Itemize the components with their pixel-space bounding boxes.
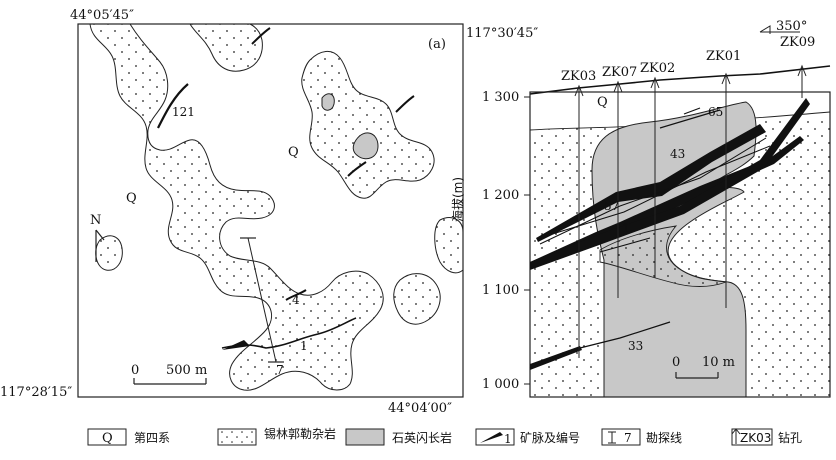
section-vein-label-1: 1 (622, 221, 630, 235)
north-label: N (90, 213, 101, 228)
borehole-zk07 (613, 80, 623, 298)
map-section-line-label: 7 (276, 363, 284, 377)
legend-swatch-complex (217, 428, 257, 446)
north-arrow-head (95, 229, 105, 241)
map-vein-4 (285, 289, 307, 301)
section-vein-label-65: 65 (708, 105, 723, 119)
section-ytick-label-1100: 1 100 (482, 283, 519, 298)
legend-borehole-icon (731, 428, 741, 444)
legend-label-complex-text: 锡林郭勒杂岩 (264, 426, 336, 441)
section-vein-small-mid (599, 237, 651, 253)
section-vein-small-upper (683, 107, 701, 115)
map-vein-121 (157, 83, 189, 129)
legend-swatch-section-line (601, 428, 641, 446)
map-scale-distance: 500 m (166, 363, 207, 378)
legend-label-section-line: 勘探线 (646, 431, 682, 445)
map-quartz-diorite-1 (352, 132, 379, 160)
map-vein-label-4: 4 (292, 293, 300, 307)
map-vein-east-2 (347, 161, 367, 177)
legend-symbol-vein: 1 (504, 432, 512, 446)
legend-symbol-q: Q (102, 431, 113, 446)
section-vein-thin-2 (545, 145, 771, 237)
borehole-zk01 (721, 72, 731, 308)
borehole-zk02 (650, 76, 660, 278)
azimuth-label: 350° (776, 19, 807, 34)
map-vein-1-thick (222, 340, 250, 350)
map-corner-top-left: 44°05′45″ (70, 8, 134, 23)
map-complex-rock-northeast (189, 23, 263, 72)
section-vein-43 (536, 124, 766, 242)
geologic-map: 44°05′45″ 117°30′45″ 117°28′15″ 44°04′00… (0, 8, 538, 416)
map-complex-rock-southeast (393, 273, 441, 325)
map-corner-top-right: 117°30′45″ (466, 26, 538, 41)
section-ytick-label-1200: 1 200 (482, 188, 519, 203)
section-vein-label-33: 33 (628, 339, 643, 353)
section-unit-q: Q (597, 95, 608, 110)
legend-label-vein: 矿脉及编号 (520, 430, 580, 445)
map-complex-rock-east (301, 51, 435, 199)
legend-label-borehole: 钻孔 (778, 430, 802, 445)
map-unit-label-q-east: Q (288, 145, 299, 160)
map-scale-zero: 0 (131, 363, 139, 378)
map-panel-label: (a) (428, 37, 446, 52)
legend-label-quaternary: 第四系 (134, 431, 170, 445)
legend-symbol-section-line: 7 (624, 431, 632, 445)
legend-section-line-icon (608, 431, 616, 444)
section-y-axis-label: 海拔(m) (450, 177, 465, 222)
borehole-label-zk02: ZK02 (640, 61, 675, 76)
section-vein-label-57: 57 (604, 199, 619, 213)
map-complex-rock-southwest (95, 235, 123, 271)
section-scale-distance: 10 m (702, 355, 735, 370)
borehole-label-zk09: ZK09 (780, 35, 815, 50)
section-quaternary (530, 66, 830, 130)
legend-swatch-borehole (731, 428, 773, 446)
legend-swatch-quaternary (87, 428, 127, 446)
map-complex-rock-north (89, 23, 384, 391)
section-vein-thin-1 (539, 137, 767, 245)
borehole-label-zk01: ZK01 (706, 49, 741, 64)
section-vein-label-43: 43 (670, 147, 685, 161)
legend: Q 第四系 锡林郭勒杂岩 石英闪长岩 1 矿脉及编号 7 勘探线 ZK03 钻孔 (87, 426, 802, 446)
azimuth-arrow (759, 25, 800, 34)
section-scale-zero: 0 (672, 355, 680, 370)
map-section-line (247, 237, 277, 363)
borehole-label-zk07: ZK07 (602, 65, 637, 80)
borehole-zk03 (574, 84, 584, 358)
map-corner-bottom-right: 44°04′00″ (388, 401, 452, 416)
map-vein-north-small (251, 27, 271, 45)
map-unit-label-q-west: Q (126, 191, 137, 206)
borehole-zk09 (797, 64, 807, 98)
map-quartz-diorite-2 (321, 93, 335, 111)
borehole-label-zk03: ZK03 (561, 69, 596, 84)
legend-symbol-borehole: ZK03 (740, 431, 771, 445)
cross-section: 350° ZK03 ZK07 ZK02 ZK01 ZK09 海拔(m) 1 30… (450, 19, 831, 398)
section-ytick-label-1000: 1 000 (482, 377, 519, 392)
legend-label-complex: 锡林郭勒杂岩 (264, 426, 336, 441)
section-frame (529, 91, 831, 398)
map-vein-label-1: 1 (300, 339, 308, 353)
map-corner-bottom-left: 117°28′15″ (0, 385, 72, 400)
legend-swatch-quartz-diorite (345, 428, 385, 446)
map-vein-east-1 (395, 95, 415, 113)
section-vein-main (530, 98, 810, 270)
section-vein-65 (659, 109, 721, 129)
section-vein-33-thick (530, 346, 582, 370)
map-vein-label-121: 121 (172, 105, 195, 119)
legend-label-quartz-diorite: 石英闪长岩 (392, 430, 452, 445)
section-complex-lens (599, 225, 727, 287)
map-complex-rock-east-edge (434, 217, 464, 274)
section-ytick-label-1300: 1 300 (482, 90, 519, 105)
legend-vein-icon (480, 432, 503, 443)
